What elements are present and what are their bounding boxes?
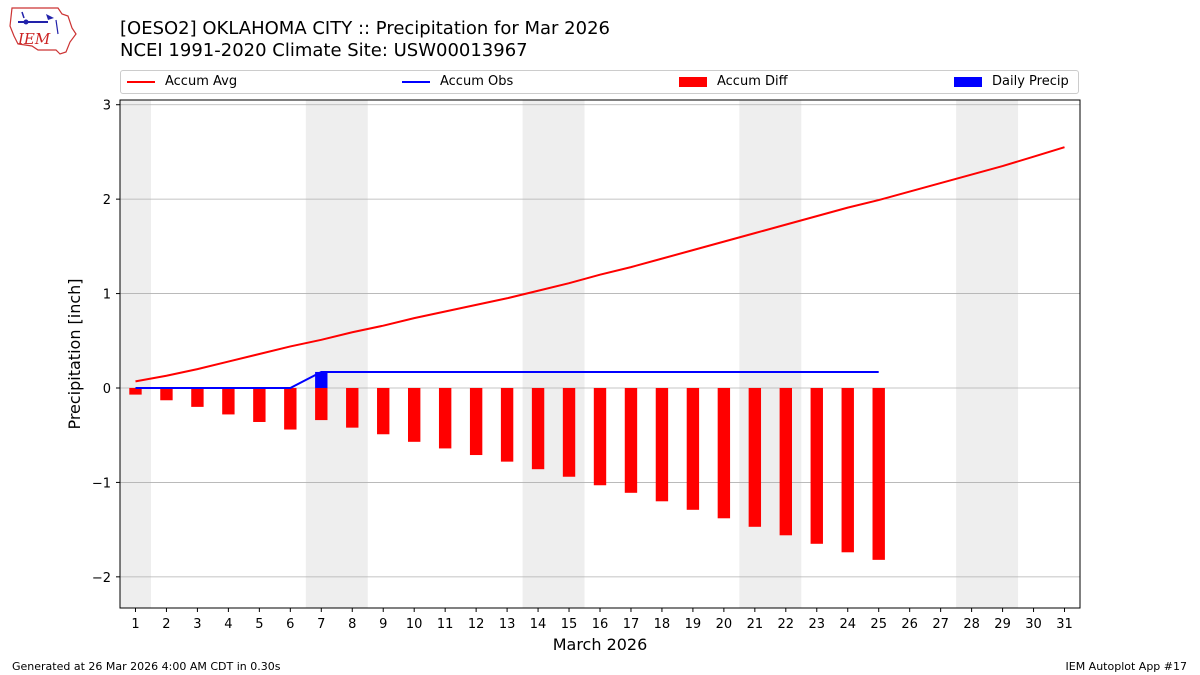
x-tick-label: 17 — [623, 617, 640, 632]
diff-bar — [253, 387, 266, 422]
legend-item-accum-obs: Accum Obs — [402, 74, 513, 89]
diff-bar — [346, 387, 359, 428]
x-tick-label: 11 — [437, 617, 454, 632]
weekend-band — [956, 100, 1019, 608]
generated-footer: Generated at 26 Mar 2026 4:00 AM CDT in … — [12, 660, 281, 673]
x-tick-label: 12 — [468, 617, 485, 632]
y-tick-label: 3 — [103, 99, 111, 114]
weekend-band — [522, 100, 585, 608]
y-tick-label: 2 — [103, 193, 111, 208]
x-tick-label: 7 — [317, 617, 325, 632]
diff-bar — [562, 387, 576, 477]
diff-bar — [779, 387, 792, 536]
x-tick-label: 5 — [255, 617, 263, 632]
diff-bar — [222, 387, 235, 415]
x-tick-label: 24 — [839, 617, 856, 632]
diff-bar — [315, 387, 328, 421]
x-tick-label: 28 — [963, 617, 980, 632]
app-footer: IEM Autoplot App #17 — [1065, 660, 1188, 673]
y-tick-label: 0 — [103, 382, 111, 397]
x-tick-label: 31 — [1056, 617, 1073, 632]
diff-bar — [129, 387, 142, 395]
x-tick-label: 22 — [778, 617, 795, 632]
weekend-band — [120, 100, 151, 608]
x-tick-label: 6 — [286, 617, 294, 632]
diff-bar — [191, 387, 204, 407]
chart-subtitle: NCEI 1991-2020 Climate Site: USW00013967 — [120, 40, 528, 61]
y-axis-label: Precipitation [inch] — [65, 278, 84, 429]
legend-swatch-accum-avg — [127, 80, 155, 83]
diff-bar — [593, 387, 607, 486]
diff-bar — [469, 387, 483, 456]
x-tick-label: 21 — [747, 617, 764, 632]
x-tick-label: 9 — [379, 617, 387, 632]
x-tick-label: 23 — [809, 617, 826, 632]
x-tick-label: 30 — [1025, 617, 1042, 632]
x-tick-label: 18 — [654, 617, 671, 632]
legend-label-accum-obs: Accum Obs — [440, 74, 514, 89]
x-tick-label: 15 — [561, 617, 578, 632]
iem-logo: IEM — [9, 7, 77, 55]
weekend-band — [305, 100, 368, 608]
diff-bar — [160, 387, 173, 401]
daily-precip-bar — [315, 371, 328, 388]
x-tick-label: 27 — [932, 617, 949, 632]
legend-item-accum-avg: Accum Avg — [127, 74, 237, 89]
diff-bar — [810, 387, 823, 544]
x-tick-label: 26 — [901, 617, 918, 632]
x-tick-label: 8 — [348, 617, 356, 632]
accum-avg-line — [135, 146, 1065, 383]
x-tick-label: 20 — [716, 617, 733, 632]
accum-obs-line — [135, 370, 879, 389]
diff-bar — [500, 387, 514, 462]
x-tick-label: 25 — [870, 617, 887, 632]
legend-item-daily-precip: Daily Precip — [954, 74, 1069, 89]
logo-text: IEM — [17, 30, 51, 48]
x-tick-label: 1 — [131, 617, 139, 632]
legend-swatch-accum-diff — [679, 76, 707, 87]
y-tick-label: −1 — [92, 476, 111, 491]
x-tick-label: 14 — [530, 617, 547, 632]
legend-label-accum-diff: Accum Diff — [717, 74, 788, 89]
diff-bar — [748, 387, 762, 527]
diff-bar — [531, 387, 545, 470]
legend-swatch-accum-obs — [402, 80, 430, 83]
x-tick-label: 29 — [994, 617, 1011, 632]
legend-item-accum-diff: Accum Diff — [679, 74, 788, 89]
x-tick-label: 16 — [592, 617, 609, 632]
diff-bar — [377, 387, 390, 435]
legend-label-accum-avg: Accum Avg — [165, 74, 238, 89]
diff-bar — [717, 387, 731, 519]
diff-bar — [686, 387, 700, 510]
x-tick-label: 13 — [499, 617, 516, 632]
x-tick-label: 4 — [224, 617, 232, 632]
plot-frame — [119, 99, 1081, 609]
chart-legend: Accum Avg Accum Obs Accum Diff Daily Pre… — [120, 70, 1079, 94]
diff-bar — [408, 387, 421, 442]
y-tick-label: −2 — [92, 571, 111, 586]
chart-title: [OESO2] OKLAHOMA CITY :: Precipitation f… — [120, 18, 610, 39]
x-tick-label: 19 — [685, 617, 702, 632]
x-tick-label: 2 — [162, 617, 170, 632]
x-axis-label: March 2026 — [553, 635, 648, 654]
diff-bar — [284, 387, 297, 430]
legend-label-daily-precip: Daily Precip — [992, 74, 1069, 89]
diff-bar — [872, 387, 885, 560]
diff-bar — [624, 387, 638, 493]
diff-bar — [655, 387, 669, 502]
x-tick-label: 10 — [406, 617, 423, 632]
x-tick-label: 3 — [193, 617, 201, 632]
y-tick-label: 1 — [103, 288, 111, 303]
diff-bar — [438, 387, 452, 449]
legend-swatch-daily-precip — [954, 76, 982, 87]
diff-bar — [841, 387, 854, 553]
